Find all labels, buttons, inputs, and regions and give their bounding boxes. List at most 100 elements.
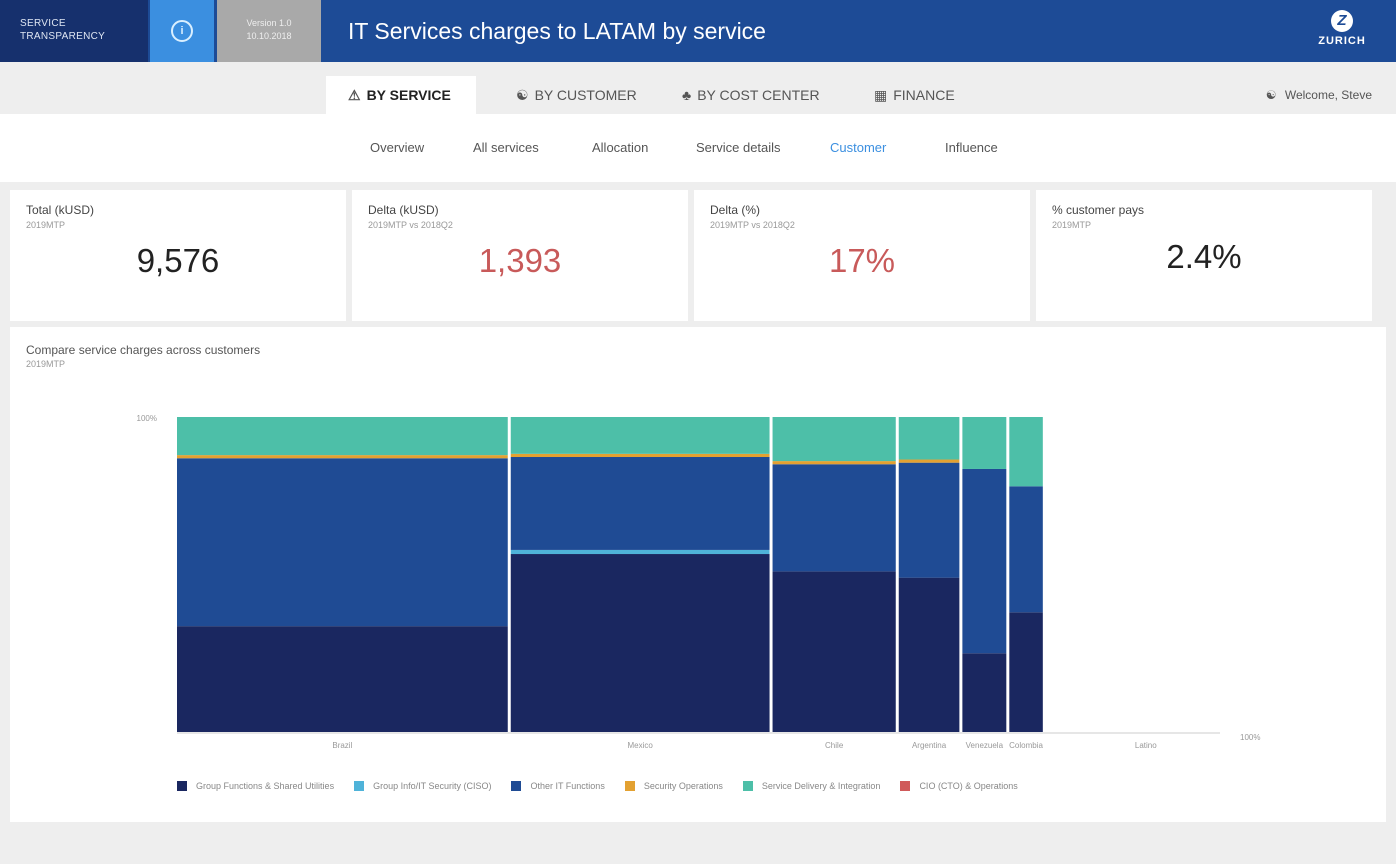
legend-label: Other IT Functions — [530, 781, 605, 791]
bar-segment[interactable] — [510, 417, 770, 454]
bar-segment[interactable] — [1009, 612, 1043, 732]
x-axis-tick-label: Argentina — [912, 741, 947, 750]
primary-nav: ⚠ BY SERVICE ☯ BY CUSTOMER ♣ BY COST CEN… — [0, 66, 1396, 114]
bar-segment[interactable] — [177, 458, 508, 627]
bar-segment[interactable] — [510, 453, 770, 458]
legend-item[interactable]: Security Operations — [624, 781, 723, 791]
bar-segment[interactable] — [1009, 486, 1043, 613]
bar-segment[interactable] — [898, 459, 960, 463]
sub-nav: Overview All services Allocation Service… — [0, 114, 1396, 182]
kpi-card-delta-pct: Delta (%) 2019MTP vs 2018Q2 17% — [694, 190, 1030, 321]
version-info: Version 1.0 10.10.2018 — [217, 0, 321, 62]
kpi-card-delta-kusd: Delta (kUSD) 2019MTP vs 2018Q2 1,393 — [352, 190, 688, 321]
bar-segment[interactable] — [177, 626, 508, 732]
x-axis-tick-label: Brazil — [332, 741, 352, 750]
bar-segment[interactable] — [177, 417, 508, 456]
kpi-label: Delta (kUSD) — [368, 203, 439, 217]
subtab-allocation[interactable]: Allocation — [592, 140, 649, 155]
legend-label: Service Delivery & Integration — [761, 781, 881, 791]
tab-label: BY COST CENTER — [697, 87, 820, 103]
subtab-influence[interactable]: Influence — [945, 140, 998, 155]
chart-panel: Compare service charges across customers… — [10, 327, 1386, 822]
welcome-text: Welcome, Steve — [1284, 88, 1372, 102]
kpi-value: 17% — [828, 242, 896, 279]
bar-segment[interactable] — [962, 653, 1007, 732]
chart-title: Compare service charges across customers — [26, 343, 261, 357]
tab-label: BY CUSTOMER — [534, 87, 637, 103]
subtab-all-services[interactable]: All services — [473, 140, 539, 155]
bar-segment[interactable] — [772, 571, 896, 732]
kpi-sublabel: 2019MTP vs 2018Q2 — [710, 220, 795, 230]
user-icon: ☯ — [516, 86, 529, 103]
legend-item[interactable]: Group Info/IT Security (CISO) — [354, 781, 491, 791]
subtab-customer[interactable]: Customer — [830, 140, 887, 155]
bar-segment[interactable] — [898, 417, 960, 460]
bar-segment[interactable] — [772, 461, 896, 465]
version-date: 10.10.2018 — [246, 31, 292, 41]
kpi-value: 1,393 — [478, 242, 562, 279]
tab-label: FINANCE — [893, 87, 955, 103]
org-chart-icon: ♣ — [682, 87, 692, 103]
x-axis-tick-label: Mexico — [627, 741, 653, 750]
kpi-card-total: Total (kUSD) 2019MTP 9,576 — [10, 190, 346, 321]
info-button[interactable]: i — [150, 0, 214, 62]
bar-segment[interactable] — [1009, 417, 1043, 487]
marimekko-chart: 100% 100% Brazil Mexico Chile Argentina Venezu… — [137, 414, 1261, 750]
tab-by-service[interactable]: ⚠ BY SERVICE — [326, 76, 476, 114]
bar-segment[interactable] — [898, 462, 960, 578]
welcome-user[interactable]: ☯ Welcome, Steve — [1266, 88, 1372, 102]
bar-segment[interactable] — [772, 417, 896, 462]
kpi-label: Delta (%) — [710, 203, 761, 217]
subtab-service-details[interactable]: Service details — [696, 140, 781, 155]
brand-label[interactable]: Service Transparency — [0, 0, 148, 62]
x-axis-end-label: 100% — [1240, 733, 1260, 742]
legend-swatch — [354, 781, 365, 791]
tab-label: BY SERVICE — [366, 87, 451, 103]
x-axis-tick-label: Latino — [1135, 741, 1157, 750]
kpi-sublabel: 2019MTP — [26, 220, 66, 230]
chart-subtitle: 2019MTP — [26, 359, 66, 369]
warning-triangle-icon: ⚠ — [348, 86, 361, 103]
legend-swatch — [177, 781, 187, 791]
zurich-logo-icon: Z — [1331, 10, 1353, 32]
legend-item[interactable]: Service Delivery & Integration — [742, 781, 881, 791]
legend-label: Group Functions & Shared Utilities — [196, 781, 335, 791]
bar-segment[interactable] — [962, 417, 1007, 469]
bar-segment[interactable] — [177, 455, 508, 459]
bar-segment[interactable] — [772, 464, 896, 572]
calculator-icon: ▦ — [874, 86, 888, 103]
legend-swatch — [742, 781, 753, 791]
bar-segment[interactable] — [898, 577, 960, 732]
zurich-logo: Z ZURICH — [1312, 10, 1372, 47]
info-circle-icon: i — [171, 20, 193, 42]
kpi-value: 2.4% — [1166, 238, 1242, 275]
legend-swatch — [511, 781, 522, 791]
zurich-logo-text: ZURICH — [1318, 35, 1366, 47]
tab-finance[interactable]: ▦ FINANCE — [852, 76, 977, 114]
kpi-card-customer-pays: % customer pays 2019MTP 2.4% — [1036, 190, 1372, 321]
legend-item[interactable]: Other IT Functions — [511, 781, 605, 791]
legend-label: Group Info/IT Security (CISO) — [373, 781, 492, 791]
bar-segment[interactable] — [510, 554, 770, 732]
legend-swatch — [900, 781, 911, 791]
tab-by-customer[interactable]: ☯ BY CUSTOMER — [494, 76, 659, 114]
bar-segment[interactable] — [510, 549, 770, 555]
y-axis-tick-label: 100% — [137, 414, 157, 423]
legend-label: CIO (CTO) & Operations — [919, 781, 1018, 791]
subtab-overview[interactable]: Overview — [370, 140, 425, 155]
tab-by-cost-center[interactable]: ♣ BY COST CENTER — [660, 76, 842, 114]
legend-item[interactable]: Group Functions & Shared Utilities — [177, 781, 334, 791]
page-title: IT Services charges to LATAM by service — [348, 18, 766, 44]
user-icon: ☯ — [1265, 88, 1277, 102]
x-axis-tick-label: Chile — [825, 741, 844, 750]
bar-segment[interactable] — [510, 457, 770, 550]
legend-swatch — [624, 781, 635, 791]
kpi-label: Total (kUSD) — [26, 203, 95, 217]
kpi-sublabel: 2019MTP vs 2018Q2 — [368, 220, 453, 230]
kpi-label: % customer pays — [1052, 203, 1145, 217]
kpi-sublabel: 2019MTP — [1052, 220, 1092, 230]
bar-segment[interactable] — [962, 468, 1007, 654]
top-bar: Service Transparency i Version 1.0 10.10… — [0, 0, 1396, 62]
kpi-value: 9,576 — [136, 242, 220, 279]
legend-item[interactable]: CIO (CTO) & Operations — [900, 781, 1018, 791]
